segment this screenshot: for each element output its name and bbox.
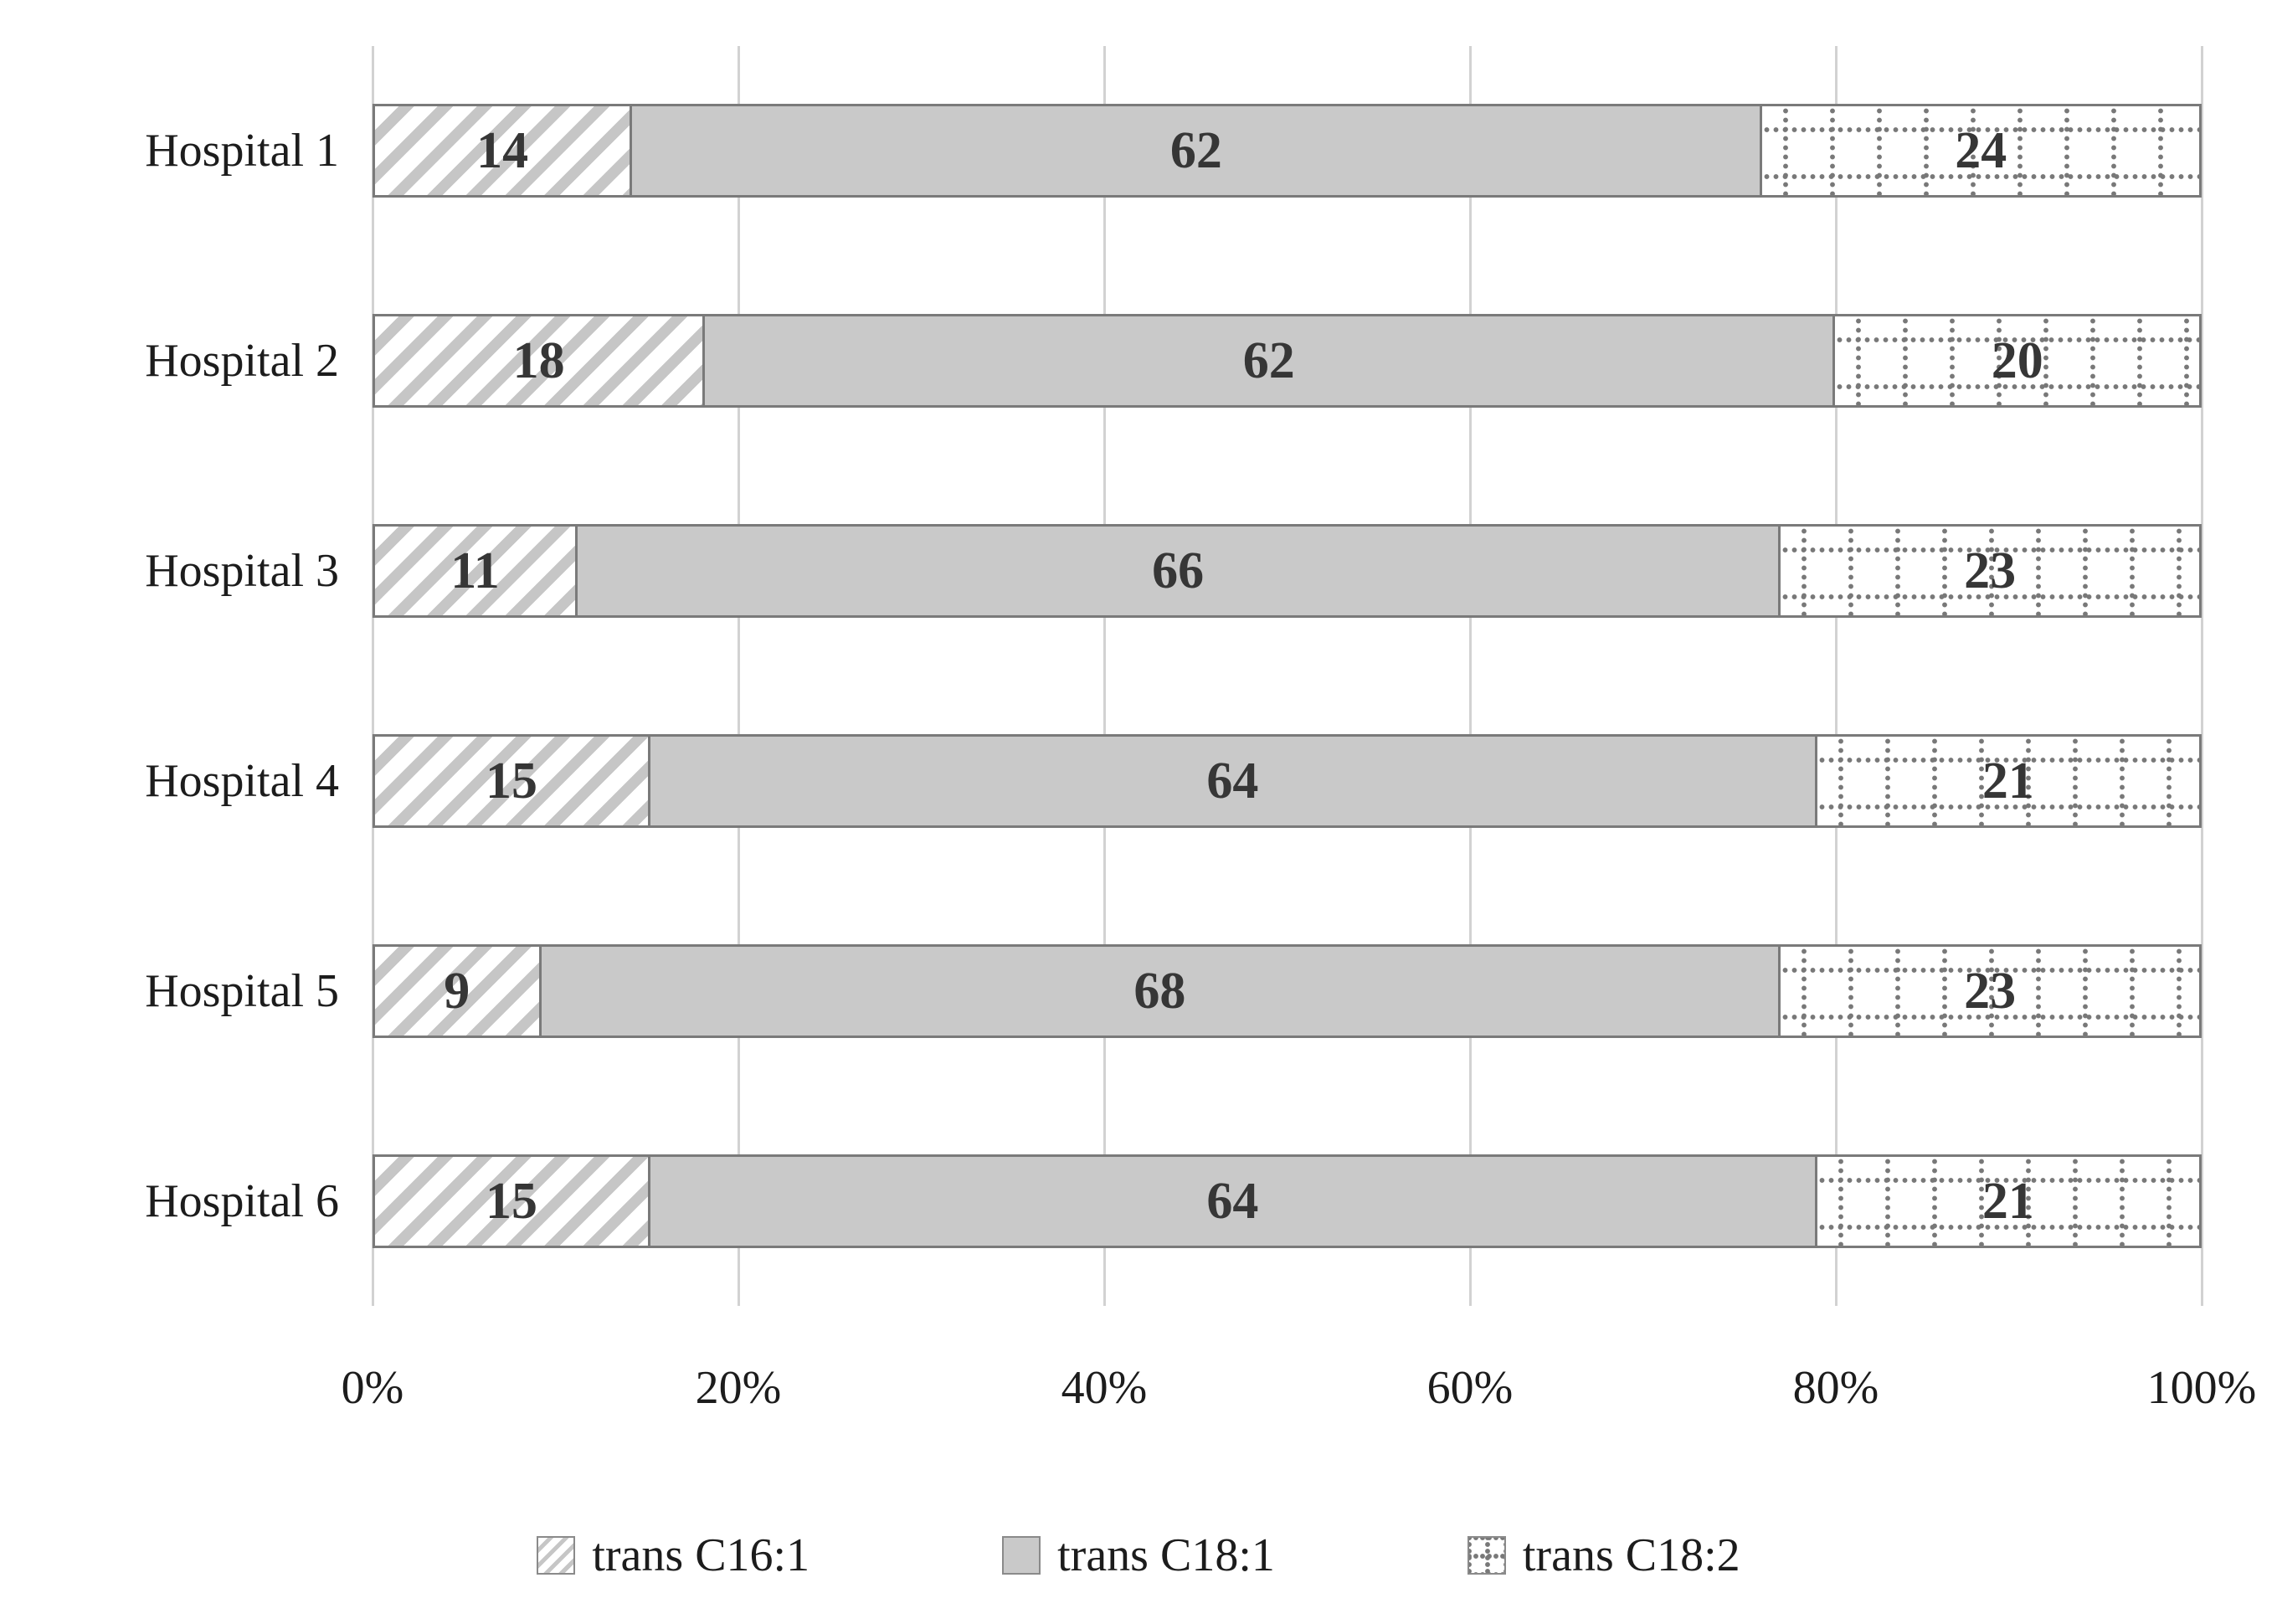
bar-segment-trans-c18-2: 23	[1781, 946, 2199, 1036]
value-label: 14	[476, 122, 529, 180]
x-tick-label: 80%	[1792, 1362, 1879, 1414]
bar-segment-trans-c18-1: 62	[705, 316, 1836, 406]
bar-segment-trans-c18-2: 21	[1817, 1156, 2199, 1246]
gridline	[1103, 46, 1106, 1306]
value-label: 23	[1964, 962, 2017, 1020]
legend-swatch-dotted-grid	[1467, 1536, 1506, 1575]
category-label-slot: Hospital 6	[17, 1096, 339, 1306]
legend-label: trans C16:1	[592, 1529, 810, 1581]
bar-rows: 14 62 24 18 62 20 11 66 23 15 64 21 9 68 23 15 64 21	[373, 46, 2202, 1306]
value-label: 20	[1991, 332, 2043, 390]
value-label: 15	[485, 752, 537, 809]
gridline	[371, 46, 374, 1306]
x-axis: 0% 20% 40% 60% 80% 100%	[342, 1362, 2257, 1431]
category-label: Hospital 2	[145, 335, 339, 388]
legend-item-trans-c16-1: trans C16:1	[537, 1532, 810, 1579]
x-tick-label: 40%	[1061, 1362, 1148, 1414]
plot-area: 14 62 24 18 62 20 11 66 23 15 64 21 9 68 23 15 64 21	[371, 46, 2203, 1306]
x-tick-label: 60%	[1426, 1362, 1514, 1414]
legend-swatch-diagonal-hatch	[537, 1536, 576, 1575]
bar-segment-trans-c16-1: 18	[375, 316, 706, 406]
legend-label: trans C18:2	[1522, 1529, 1740, 1581]
bar-row: 14 62 24	[373, 46, 2202, 256]
stacked-bar-hospital-6: 15 64 21	[373, 1154, 2202, 1248]
bar-row: 18 62 20	[373, 256, 2202, 466]
value-label: 23	[1964, 542, 2017, 600]
legend-swatch-solid-gray	[1002, 1536, 1041, 1575]
category-label: Hospital 1	[145, 125, 339, 177]
bar-segment-trans-c18-1: 68	[541, 946, 1781, 1036]
value-label: 66	[1152, 542, 1205, 600]
bar-segment-trans-c16-1: 15	[375, 1156, 650, 1246]
value-label: 21	[1981, 752, 2034, 809]
bar-segment-trans-c18-2: 23	[1781, 527, 2200, 616]
x-tick-label: 0%	[341, 1362, 404, 1414]
gridline	[737, 46, 740, 1306]
value-label: 64	[1206, 752, 1259, 809]
category-label: Hospital 5	[145, 964, 339, 1017]
legend-label: trans C18:1	[1057, 1529, 1275, 1581]
stacked-bar-hospital-5: 9 68 23	[373, 943, 2202, 1038]
category-axis: Hospital 1 Hospital 2 Hospital 3 Hospital 4…	[17, 46, 339, 1306]
category-label-slot: Hospital 4	[17, 676, 339, 886]
gridline	[2200, 46, 2203, 1306]
value-label: 62	[1169, 122, 1222, 180]
category-label: Hospital 3	[145, 545, 339, 598]
stacked-bar-hospital-2: 18 62 20	[373, 314, 2202, 409]
x-tick-label: 20%	[695, 1362, 782, 1414]
category-label: Hospital 6	[145, 1174, 339, 1227]
value-label: 68	[1133, 962, 1186, 1020]
bar-segment-trans-c18-2: 21	[1817, 736, 2199, 825]
bar-segment-trans-c18-2: 24	[1762, 106, 2199, 196]
bar-row: 15 64 21	[373, 676, 2202, 886]
legend-item-trans-c18-2: trans C18:2	[1467, 1532, 1740, 1579]
bar-segment-trans-c18-1: 62	[632, 106, 1763, 196]
bar-row: 9 68 23	[373, 886, 2202, 1096]
category-label: Hospital 4	[145, 754, 339, 807]
bar-segment-trans-c18-2: 20	[1835, 316, 2199, 406]
bar-segment-trans-c16-1: 14	[375, 106, 633, 196]
bar-segment-trans-c18-1: 64	[650, 736, 1817, 825]
stacked-bar-hospital-1: 14 62 24	[373, 104, 2202, 198]
gridline	[1834, 46, 1838, 1306]
bar-row: 11 66 23	[373, 466, 2202, 676]
value-label: 11	[450, 542, 500, 600]
legend: trans C16:1 trans C18:1 trans C18:2	[0, 1532, 2277, 1579]
value-label: 62	[1242, 332, 1295, 390]
legend-item-trans-c18-1: trans C18:1	[1002, 1532, 1275, 1579]
bar-segment-trans-c16-1: 15	[375, 736, 650, 825]
value-label: 64	[1206, 1172, 1259, 1230]
bar-row: 15 64 21	[373, 1096, 2202, 1306]
bar-segment-trans-c18-1: 64	[650, 1156, 1817, 1246]
stacked-bar-hospital-4: 15 64 21	[373, 733, 2202, 828]
bar-segment-trans-c18-1: 66	[578, 527, 1781, 616]
x-tick-label: 100%	[2146, 1362, 2257, 1414]
value-label: 18	[512, 332, 565, 390]
gridline	[1468, 46, 1472, 1306]
category-label-slot: Hospital 5	[17, 886, 339, 1096]
bar-segment-trans-c16-1: 9	[375, 946, 542, 1036]
category-label-slot: Hospital 2	[17, 256, 339, 466]
bar-segment-trans-c16-1: 11	[375, 527, 578, 616]
value-label: 9	[444, 962, 470, 1020]
value-label: 24	[1955, 122, 2007, 180]
value-label: 21	[1981, 1172, 2034, 1230]
value-label: 15	[485, 1172, 537, 1230]
category-label-slot: Hospital 1	[17, 46, 339, 256]
stacked-bar-hospital-3: 11 66 23	[373, 524, 2202, 619]
category-label-slot: Hospital 3	[17, 466, 339, 676]
